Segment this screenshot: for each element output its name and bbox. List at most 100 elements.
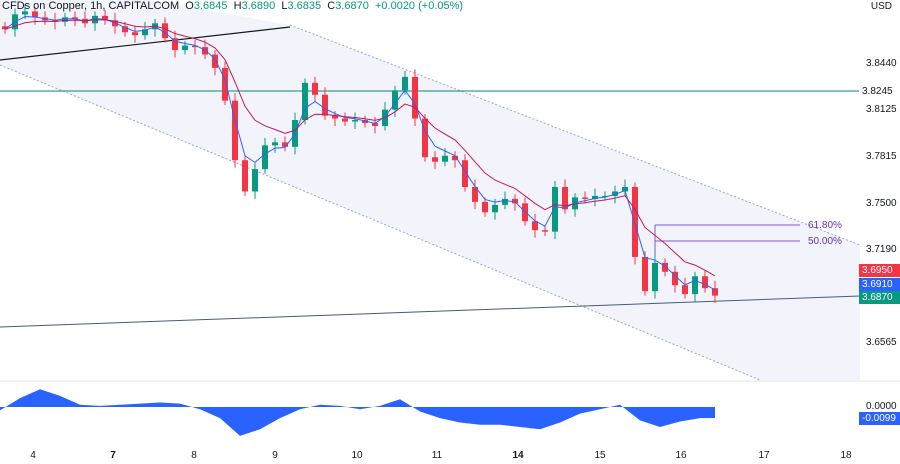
candle-body: [482, 201, 488, 213]
time-axis-label: 16: [675, 450, 687, 461]
price-tag: 3.6950: [859, 264, 900, 277]
candle-body: [22, 11, 28, 15]
exchange: CAPITALCOM: [108, 0, 180, 12]
resistance-trendline: [0, 26, 291, 61]
candle-body: [362, 120, 368, 124]
candle-body: [102, 15, 108, 21]
candle-body: [162, 23, 168, 39]
candle-body: [312, 82, 318, 95]
price-axis-bg: [860, 0, 900, 464]
oscillator-zero-label: 0.0000: [866, 401, 897, 412]
ma-fast-line: [4, 16, 716, 291]
price-tick-label: 3.8125: [866, 104, 897, 115]
oscillator-value-tag: -0.0099: [859, 412, 900, 425]
close-label: C: [327, 0, 336, 12]
symbol-name: CFDs on Copper: [2, 0, 84, 12]
open-label: O: [185, 0, 194, 12]
candle-body: [202, 47, 208, 55]
time-axis-label: 15: [594, 450, 606, 461]
currency-label: USD: [870, 1, 892, 12]
candle-body: [492, 204, 498, 213]
support-trendline: [0, 295, 861, 328]
candle-body: [222, 67, 228, 101]
candle-body: [132, 32, 138, 36]
candle-body: [72, 17, 78, 19]
candle-body: [242, 160, 248, 192]
candle-body: [542, 230, 548, 232]
high-label: H: [233, 0, 242, 12]
candle-body: [602, 195, 608, 197]
candle-body: [252, 169, 258, 192]
candle-body: [682, 285, 688, 295]
candle-body: [342, 118, 348, 122]
time-axis-label: 7: [110, 450, 116, 461]
candle-body: [672, 271, 678, 286]
time-axis-label: 8: [191, 450, 197, 461]
candle-body: [432, 157, 438, 162]
time-axis-label: 14: [512, 450, 524, 461]
open-value: 3.6845: [193, 0, 228, 12]
candle-body: [142, 29, 148, 36]
candle-body: [322, 94, 328, 116]
candle-body: [232, 100, 238, 161]
candle-body: [352, 120, 358, 122]
candle-body: [392, 90, 398, 110]
time-axis-label: 10: [351, 450, 363, 461]
candle-body: [212, 54, 218, 68]
candle-body: [182, 45, 188, 51]
candle-body: [592, 195, 598, 199]
channel-fill: [0, 0, 860, 380]
candle-body: [552, 186, 558, 232]
price-tag: 3.6870: [859, 291, 900, 304]
symbol-legend: CFDs on Copper, 1h, CAPITALCOM O3.6845 H…: [2, 0, 464, 12]
time-axis-label: 4: [30, 450, 36, 461]
fib-level-label: 61.80%: [808, 220, 842, 231]
candle-body: [452, 155, 458, 161]
change-value: +0.0020 (+0.05%): [374, 0, 464, 12]
candle-body: [122, 26, 128, 33]
candle-body: [512, 198, 518, 204]
candle-body: [2, 26, 8, 30]
candle-body: [422, 118, 428, 158]
candle-body: [532, 221, 538, 231]
price-tick-label: 3.6565: [866, 337, 897, 348]
oscillator-area: [0, 389, 715, 436]
candle-body: [172, 38, 178, 51]
candle-body: [282, 142, 288, 147]
time-axis-label: 9: [272, 450, 278, 461]
price-tick-label: 3.7500: [866, 198, 897, 209]
price-tick-label: 3.7190: [866, 244, 897, 255]
candle-body: [712, 288, 718, 296]
candle-body: [62, 17, 68, 22]
candle-body: [702, 276, 708, 289]
channel-lower-line: [0, 64, 761, 381]
price-tick-label: 3.7815: [866, 151, 897, 162]
low-label: L: [281, 0, 288, 12]
price-tag: 3.8245: [859, 85, 900, 98]
fib-level-label: 50.00%: [808, 236, 842, 247]
candle-body: [332, 115, 338, 119]
candle-body: [462, 160, 468, 187]
time-axis-label: 18: [840, 450, 852, 461]
candle-body: [262, 145, 268, 170]
candle-body: [192, 45, 198, 48]
close-value: 3.6870: [335, 0, 369, 12]
candle-body: [472, 186, 478, 202]
price-tick-label: 3.8440: [866, 58, 897, 69]
candle-body: [302, 82, 308, 121]
price-tag: 3.6910: [859, 278, 900, 291]
candle-body: [582, 197, 588, 199]
candle-body: [442, 155, 448, 162]
candle-body: [612, 191, 618, 196]
candle-body: [502, 198, 508, 205]
candle-body: [622, 186, 628, 192]
candle-body: [642, 256, 648, 292]
ma-slow-line: [4, 19, 716, 277]
candle-body: [412, 76, 418, 119]
low-value: 3.6835: [287, 0, 322, 12]
candle-body: [32, 11, 38, 18]
channel-upper-line: [289, 24, 861, 246]
candle-body: [402, 76, 408, 91]
